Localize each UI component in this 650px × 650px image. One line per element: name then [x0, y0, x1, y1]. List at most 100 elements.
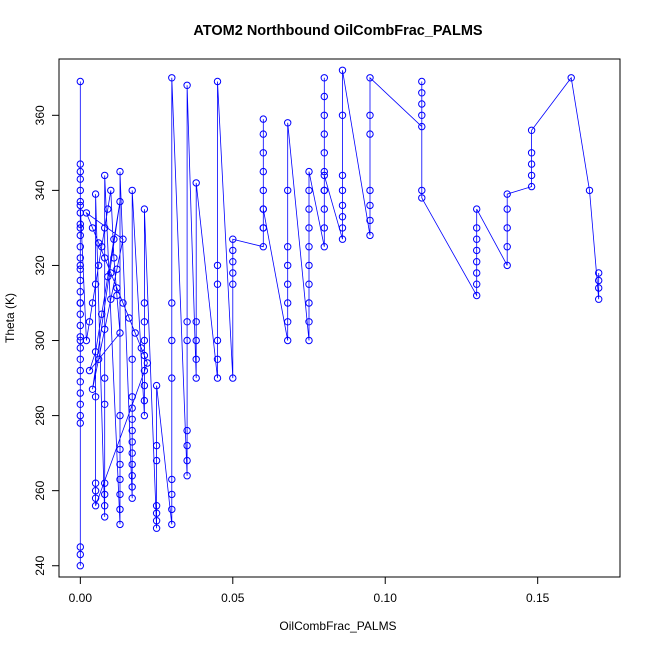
data-point [183, 81, 191, 90]
data-point [259, 149, 267, 157]
data-point [366, 111, 374, 120]
data-point [284, 299, 292, 307]
data-point [338, 235, 347, 243]
data-point [595, 269, 603, 277]
chart-title: ATOM2 Northbound OilCombFrac_PALMS [193, 23, 483, 39]
data-point [418, 186, 426, 195]
data-point [192, 374, 200, 382]
data-point [76, 355, 85, 363]
data-point [76, 419, 85, 427]
data-point [113, 265, 121, 273]
data-point [104, 205, 112, 213]
data-point [192, 179, 200, 187]
data-point [94, 355, 103, 363]
data-point [116, 520, 124, 529]
data-point [107, 295, 115, 303]
data-point [284, 318, 292, 326]
data-point [473, 235, 481, 243]
series-line [79, 70, 600, 566]
data-point [101, 479, 109, 487]
data-point [116, 167, 124, 176]
data-point [94, 261, 103, 270]
data-point [76, 254, 85, 262]
data-point [76, 243, 85, 251]
data-point [76, 175, 85, 183]
data-layer [76, 66, 603, 570]
data-point [213, 336, 222, 345]
data-point [76, 562, 85, 570]
data-point [527, 171, 536, 180]
y-tick-label: 340 [33, 180, 47, 200]
data-point [305, 205, 313, 213]
data-point [128, 393, 136, 401]
data-point [128, 438, 136, 446]
x-tick-label: 0.05 [221, 591, 245, 605]
data-point [192, 318, 200, 326]
data-point [183, 426, 191, 435]
data-point [418, 89, 426, 97]
data-point [259, 186, 267, 195]
data-point [259, 167, 267, 176]
data-point [101, 400, 109, 408]
data-point [473, 224, 481, 232]
data-point [527, 149, 536, 157]
y-axis-label: Theta (K) [3, 293, 17, 343]
data-point [128, 186, 136, 195]
data-point [101, 254, 109, 262]
data-point [366, 130, 374, 138]
data-point [168, 490, 176, 499]
data-point [91, 487, 100, 495]
data-point [320, 130, 328, 138]
y-tick-label: 320 [33, 255, 47, 275]
data-point [473, 291, 481, 300]
data-point [140, 366, 149, 375]
data-point [119, 299, 127, 307]
data-point [76, 265, 85, 273]
data-point [503, 190, 511, 198]
data-point [503, 243, 511, 251]
data-point [113, 291, 121, 300]
y-tick-label: 360 [33, 105, 47, 125]
data-point [140, 318, 149, 326]
data-point [418, 111, 426, 120]
data-point [229, 280, 237, 288]
data-point [418, 122, 426, 131]
data-point [229, 258, 237, 266]
data-point [168, 299, 176, 307]
data-point [128, 415, 136, 423]
data-point [284, 243, 292, 251]
data-point [229, 269, 237, 277]
data-point [91, 502, 100, 510]
data-point [320, 171, 328, 180]
data-point [82, 336, 91, 345]
data-point [143, 359, 152, 367]
data-point [91, 479, 100, 487]
data-point [305, 261, 313, 270]
data-point [76, 220, 85, 228]
data-point [305, 243, 313, 251]
data-point [284, 261, 292, 270]
data-point [116, 490, 124, 499]
data-point [76, 344, 85, 352]
x-tick-label: 0.00 [69, 591, 93, 605]
data-point [338, 186, 347, 195]
data-point [128, 460, 136, 469]
data-point [503, 205, 511, 213]
data-point [110, 254, 118, 262]
data-point [152, 502, 161, 510]
data-point [140, 205, 149, 213]
data-point [128, 426, 136, 435]
data-point [305, 299, 313, 307]
data-point [284, 186, 292, 195]
data-point [76, 550, 85, 559]
data-point [168, 74, 176, 82]
data-point [76, 197, 85, 206]
data-point [320, 111, 328, 120]
data-point [76, 160, 85, 168]
data-point [101, 502, 109, 510]
data-point [128, 355, 136, 363]
data-point [152, 381, 161, 390]
data-point [305, 167, 313, 176]
data-point [91, 190, 100, 198]
y-tick-label: 260 [33, 480, 47, 500]
